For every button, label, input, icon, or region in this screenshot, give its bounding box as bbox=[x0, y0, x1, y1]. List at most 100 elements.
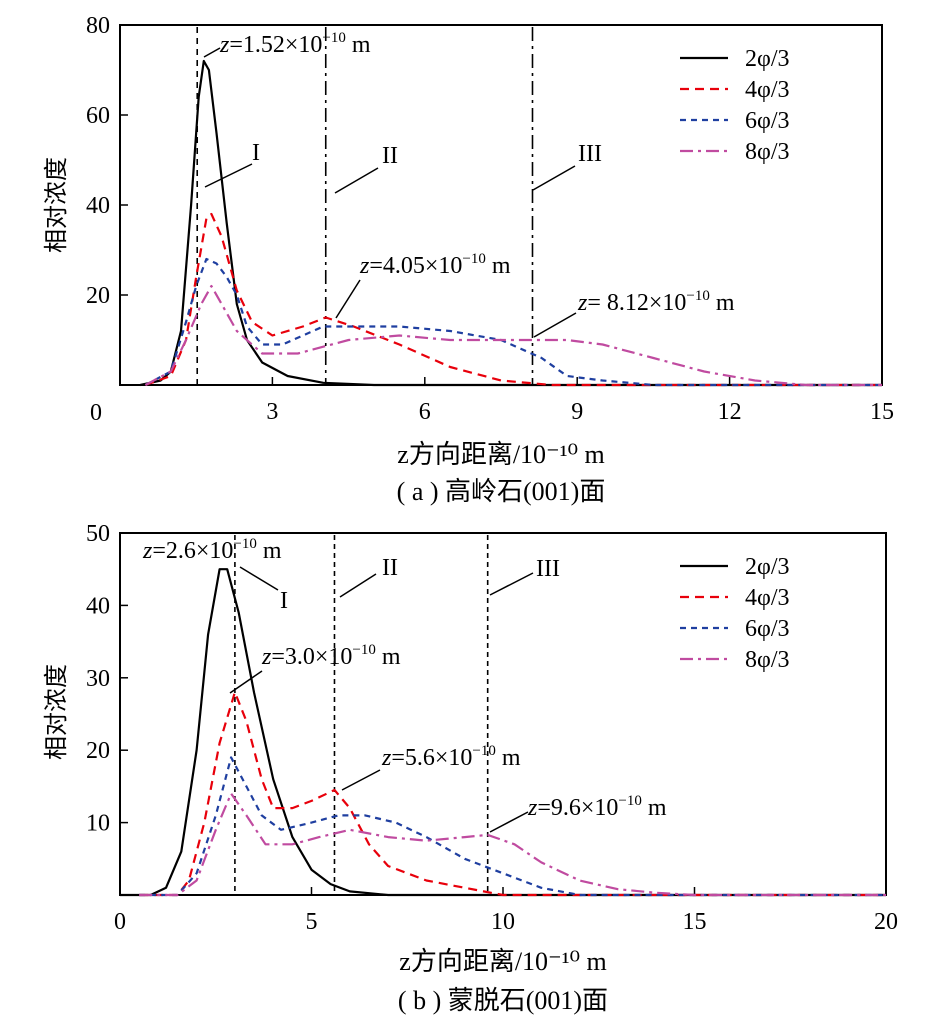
y-tick-label: 60 bbox=[86, 103, 110, 129]
y-tick-label: 20 bbox=[86, 738, 110, 764]
legend-item: 6φ/3 bbox=[680, 108, 790, 134]
annotation-var: z bbox=[261, 644, 272, 670]
annotation-2: z=4.05×10−10 m bbox=[335, 251, 511, 319]
annotation-text: =4.05×10 bbox=[369, 253, 462, 279]
x-tick-label: 10 bbox=[491, 909, 515, 935]
series-line bbox=[144, 257, 882, 387]
annotation-unit: m bbox=[257, 538, 282, 564]
x-tick-label: 20 bbox=[874, 909, 898, 935]
annotation-unit: m bbox=[642, 795, 667, 821]
region-leader bbox=[204, 163, 253, 188]
region-text: III bbox=[536, 556, 560, 582]
legend-item: 4φ/3 bbox=[680, 585, 790, 611]
annotation-unit: m bbox=[710, 290, 735, 316]
annotation-exp: −10 bbox=[686, 288, 709, 304]
legend-label: 2φ/3 bbox=[745, 554, 790, 580]
x-axis-label: z方向距离/10⁻¹⁰ m bbox=[399, 947, 606, 976]
annotation-2: z=3.0×10−10 m bbox=[229, 642, 401, 694]
annotation-leader bbox=[335, 279, 361, 319]
series-line bbox=[144, 284, 882, 387]
legend-label: 6φ/3 bbox=[745, 108, 790, 134]
svg-text:z=3.0×10−10 m: z=3.0×10−10 m bbox=[261, 642, 401, 670]
region-label-3: III bbox=[532, 141, 602, 191]
legend-label: 2φ/3 bbox=[745, 46, 790, 72]
region-label-2: II bbox=[339, 555, 398, 598]
region-text: III bbox=[578, 141, 602, 167]
series-line bbox=[120, 568, 886, 897]
origin-label: 0 bbox=[90, 400, 102, 426]
region-leader bbox=[532, 165, 576, 191]
annotation-exp: −10 bbox=[618, 793, 641, 809]
annotation-leader bbox=[341, 769, 381, 791]
annotation-exp: −10 bbox=[322, 30, 345, 46]
region-label-1: I bbox=[239, 566, 288, 614]
annotation-leader bbox=[203, 47, 221, 58]
legend-item: 2φ/3 bbox=[680, 46, 790, 72]
x-tick-label: 0 bbox=[114, 909, 126, 935]
annotation-leader bbox=[229, 670, 263, 694]
svg-text:6φ/3: 6φ/3 bbox=[745, 108, 790, 134]
series-line bbox=[145, 212, 882, 387]
region-leader bbox=[489, 572, 534, 596]
annotation-var: z bbox=[219, 32, 230, 58]
svg-text:z=9.6×10−10 m: z=9.6×10−10 m bbox=[527, 793, 667, 821]
annotation-leader bbox=[489, 811, 529, 833]
x-tick-label: 15 bbox=[683, 909, 707, 935]
svg-text:z=5.6×10−10 m: z=5.6×10−10 m bbox=[381, 743, 521, 771]
legend: 2φ/3 4φ/3 6φ/3 8φ/3 bbox=[680, 46, 790, 165]
series-line bbox=[140, 59, 882, 387]
series-line bbox=[139, 792, 886, 897]
svg-text:2φ/3: 2φ/3 bbox=[745, 554, 790, 580]
svg-text:8φ/3: 8φ/3 bbox=[745, 139, 790, 165]
y-axis-label: 相对浓度 bbox=[43, 664, 70, 760]
series-line bbox=[139, 691, 886, 897]
svg-text:z=1.52×10−10 m: z=1.52×10−10 m bbox=[219, 30, 371, 58]
x-tick-label: 6 bbox=[419, 399, 431, 425]
x-tick-label: 3 bbox=[266, 399, 278, 425]
series-line bbox=[139, 756, 886, 897]
annotation-unit: m bbox=[376, 644, 401, 670]
annotation-var: z bbox=[381, 745, 392, 771]
annotation-exp: −10 bbox=[462, 251, 485, 267]
annotation-text: =5.6×10 bbox=[391, 745, 472, 771]
panel-caption: ( a ) 高岭石(001)面 bbox=[397, 477, 606, 506]
y-tick-label: 20 bbox=[86, 283, 110, 309]
legend-item: 2φ/3 bbox=[680, 554, 790, 580]
svg-text:z=2.6×10−10 m: z=2.6×10−10 m bbox=[142, 536, 282, 564]
region-label-2: II bbox=[334, 143, 398, 194]
legend-label: 8φ/3 bbox=[745, 139, 790, 165]
legend-item: 6φ/3 bbox=[680, 616, 790, 642]
annotation-var: z bbox=[142, 538, 153, 564]
annotation-text: =1.52×10 bbox=[229, 32, 322, 58]
y-tick-label: 10 bbox=[86, 811, 110, 837]
region-text: I bbox=[280, 588, 288, 614]
annotation-text: =3.0×10 bbox=[271, 644, 352, 670]
x-tick-label: 12 bbox=[718, 399, 742, 425]
annotation-text: =2.6×10 bbox=[152, 538, 233, 564]
region-leader bbox=[239, 566, 279, 591]
annotation-unit: m bbox=[346, 32, 371, 58]
y-tick-label: 30 bbox=[86, 666, 110, 692]
region-text: II bbox=[382, 555, 398, 581]
annotation-3: z= 8.12×10−10 m bbox=[533, 288, 735, 338]
legend-label: 4φ/3 bbox=[745, 585, 790, 611]
svg-text:6φ/3: 6φ/3 bbox=[745, 616, 790, 642]
legend-label: 6φ/3 bbox=[745, 616, 790, 642]
x-tick-label: 9 bbox=[571, 399, 583, 425]
svg-text:4φ/3: 4φ/3 bbox=[745, 77, 790, 103]
legend-item: 8φ/3 bbox=[680, 139, 790, 165]
y-axis-label: 相对浓度 bbox=[43, 157, 70, 253]
annotation-4: z=9.6×10−10 m bbox=[489, 793, 667, 833]
legend-label: 8φ/3 bbox=[745, 647, 790, 673]
annotation-exp: −10 bbox=[233, 536, 256, 552]
y-tick-label: 40 bbox=[86, 193, 110, 219]
region-label-1: I bbox=[204, 140, 260, 188]
legend: 2φ/3 4φ/3 6φ/3 8φ/3 bbox=[680, 554, 790, 673]
svg-text:8φ/3: 8φ/3 bbox=[745, 647, 790, 673]
annotation-leader bbox=[533, 312, 577, 338]
x-tick-label: 5 bbox=[306, 909, 318, 935]
annotation-unit: m bbox=[496, 745, 521, 771]
